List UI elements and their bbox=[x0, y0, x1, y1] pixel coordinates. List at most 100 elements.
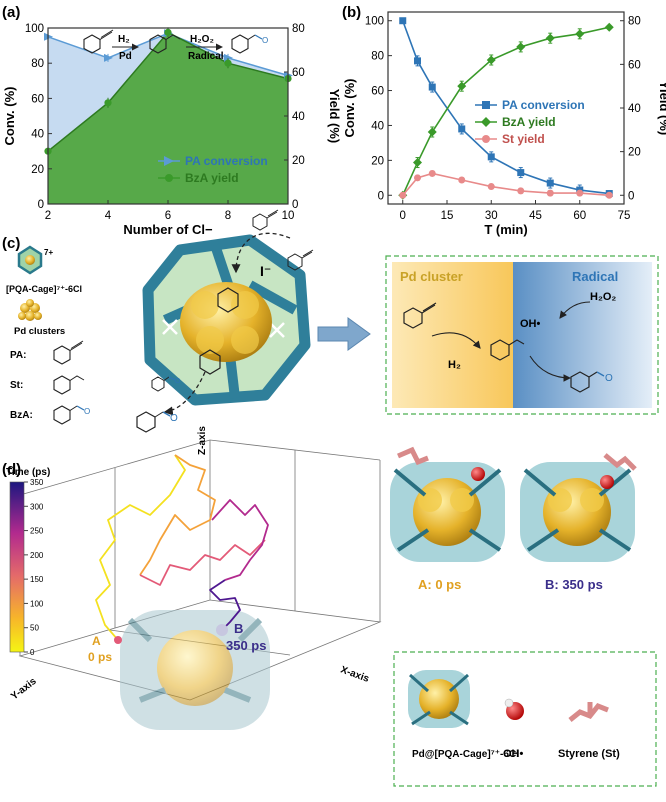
scheme-a-h2: H₂ bbox=[118, 34, 130, 45]
radical-region bbox=[513, 262, 652, 408]
chart-b-xlabel: T (min) bbox=[484, 222, 527, 237]
pa-structure bbox=[53, 340, 84, 365]
pa-point bbox=[546, 179, 554, 187]
bza-point bbox=[104, 99, 112, 107]
st-point bbox=[399, 191, 407, 199]
pa-point bbox=[517, 169, 525, 177]
b-y2tick-label: 40 bbox=[628, 103, 641, 115]
panel-d-label: (d) bbox=[2, 461, 21, 478]
chart-a-ylabel: Conv. (%) bbox=[2, 87, 17, 146]
iodide-label: I⁻ bbox=[260, 263, 271, 279]
st-point bbox=[487, 183, 495, 191]
legend-cage-label: Pd@[PQA-Cage]⁷⁺-6Cl bbox=[412, 749, 519, 760]
svg-text:O: O bbox=[170, 413, 178, 424]
legend-cage-icon bbox=[408, 670, 470, 728]
st-point bbox=[458, 176, 466, 184]
legend-styrene-label: Styrene (St) bbox=[558, 748, 620, 760]
mech-pa bbox=[403, 302, 437, 329]
chart-b-y2label: Yield (%) bbox=[657, 81, 666, 135]
colorbar-tick-label: 0 bbox=[30, 648, 35, 657]
b-xtick-label: 0 bbox=[400, 210, 406, 222]
st-point bbox=[517, 187, 525, 195]
point-a-time: 0 ps bbox=[88, 650, 112, 664]
st-point bbox=[428, 169, 436, 177]
b-ytick-label: 60 bbox=[371, 86, 384, 98]
pd-clusters-label: Pd clusters bbox=[14, 326, 65, 337]
st-point bbox=[576, 189, 584, 197]
mech-h2: H₂ bbox=[448, 359, 461, 371]
svg-text:O: O bbox=[84, 407, 90, 416]
trajectory-start-marker bbox=[114, 636, 122, 644]
a-xtick-label: 6 bbox=[165, 210, 171, 222]
scheme-a-benzaldehyde: O bbox=[231, 34, 268, 54]
b-y2tick-label: 20 bbox=[628, 147, 641, 159]
mech-arrow-3 bbox=[529, 355, 572, 382]
st-label: St: bbox=[10, 380, 23, 391]
a-y2tick-label: 20 bbox=[292, 155, 305, 167]
mech-st bbox=[490, 339, 525, 361]
snapshot-a-label: A: 0 ps bbox=[418, 577, 461, 592]
bza-point bbox=[516, 42, 526, 52]
colorbar-title: Time (ps) bbox=[6, 467, 50, 478]
bza-area bbox=[48, 32, 288, 205]
mech-h2o2: H₂O₂ bbox=[590, 291, 616, 303]
point-a-label: A bbox=[92, 634, 101, 648]
chart-a-y2label: Yield (%) bbox=[327, 89, 342, 143]
svg-text:O: O bbox=[262, 36, 268, 45]
product-bza-small: O bbox=[151, 376, 181, 392]
product-bza-large: O bbox=[136, 411, 178, 433]
a-xtick-label: 4 bbox=[105, 210, 112, 222]
a-xtick-label: 8 bbox=[225, 210, 231, 222]
y-axis-label: Y-axis bbox=[9, 676, 39, 703]
colorbar-tick-label: 350 bbox=[30, 478, 44, 487]
trajectory-end-marker bbox=[216, 624, 228, 636]
radical-title: Radical bbox=[572, 269, 618, 284]
colorbar-tick-label: 50 bbox=[30, 624, 39, 633]
bza-structure: O bbox=[53, 405, 90, 425]
colorbar-tick-label: 200 bbox=[30, 551, 44, 560]
b-ytick-label: 0 bbox=[378, 190, 384, 202]
pa-point bbox=[428, 83, 436, 91]
legend-a-bza: BzA yield bbox=[185, 171, 239, 185]
bza-point bbox=[457, 81, 467, 91]
legend-b-bza-marker bbox=[481, 117, 491, 127]
a-ytick-label: 40 bbox=[31, 129, 44, 141]
mech-oh: OH• bbox=[520, 318, 541, 330]
scheme-a-styrene bbox=[149, 34, 181, 54]
panel-a-label: (a) bbox=[2, 4, 20, 21]
b-ytick-label: 80 bbox=[371, 51, 384, 63]
bza-point bbox=[224, 59, 232, 67]
legend-b-st-marker bbox=[482, 135, 490, 143]
cage-charge: 7+ bbox=[44, 248, 53, 257]
legend-box-d bbox=[393, 651, 657, 787]
legend-b-st: St yield bbox=[502, 132, 545, 146]
chart-b-ylabel: Conv. (%) bbox=[342, 79, 357, 138]
a-ytick-label: 20 bbox=[31, 164, 44, 176]
a-y2tick-label: 40 bbox=[292, 111, 305, 123]
snapshot-b bbox=[520, 453, 637, 562]
bza-point bbox=[486, 55, 496, 65]
chart-b: 0 15 30 45 60 75 0 20 40 60 80 100 0 20 40 60 80 PA conv… bbox=[342, 11, 666, 237]
st-point bbox=[605, 191, 613, 199]
cage-icon bbox=[17, 245, 43, 275]
legend-b-bza: BzA yield bbox=[502, 115, 556, 129]
pa-label: PA: bbox=[10, 350, 26, 361]
a-y2tick-label: 60 bbox=[292, 67, 305, 79]
panel-c: 7+ [PQA-Cage]⁷⁺-6Cl Pd clusters PA: St: … bbox=[6, 209, 659, 433]
a-ytick-label: 60 bbox=[31, 93, 44, 105]
colorbar-tick-label: 100 bbox=[30, 599, 44, 608]
pa-point bbox=[458, 125, 466, 133]
b-y2tick-label: 60 bbox=[628, 59, 641, 71]
b-xtick-label: 45 bbox=[529, 210, 542, 222]
legend-a-bza-marker bbox=[165, 174, 173, 182]
colorbar-tick-label: 250 bbox=[30, 527, 44, 536]
chart-b-legend: PA conversion BzA yield St yield bbox=[475, 98, 585, 146]
a-ytick-label: 80 bbox=[31, 58, 44, 70]
trajectory bbox=[95, 454, 269, 641]
bza-point bbox=[575, 29, 585, 39]
legend-oh-label: OH• bbox=[503, 748, 524, 760]
snapshot-b-label: B: 350 ps bbox=[545, 577, 603, 592]
legend-b-pa: PA conversion bbox=[502, 98, 585, 112]
mech-bza: O bbox=[570, 371, 613, 393]
